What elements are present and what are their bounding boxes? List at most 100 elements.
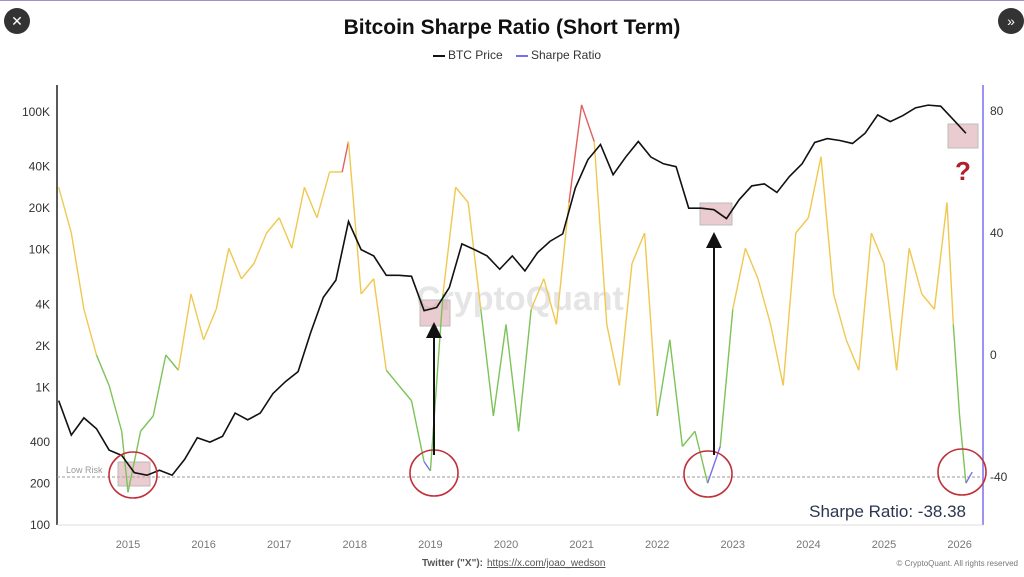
y-left-tick: 1K	[35, 380, 50, 394]
sharpe-segment	[58, 187, 72, 234]
legend: BTC Price Sharpe Ratio	[0, 48, 1024, 62]
sharpe-segment	[467, 202, 482, 310]
sharpe-segment	[908, 248, 923, 295]
sharpe-segment	[820, 156, 835, 295]
highlight-circle	[409, 449, 459, 497]
sharpe-segment	[631, 232, 646, 264]
x-tick: 2025	[872, 539, 896, 551]
sharpe-segment	[165, 354, 179, 371]
sharpe-segment	[228, 247, 243, 280]
close-icon: ✕	[11, 12, 23, 29]
sharpe-segment	[410, 400, 425, 462]
sharpe-segment	[423, 461, 431, 472]
x-tick: 2021	[569, 539, 593, 551]
sharpe-segment	[946, 202, 954, 325]
y-left-tick: 40K	[29, 160, 50, 174]
watermark: CryptoQuant	[416, 280, 624, 318]
sharpe-segment	[177, 293, 192, 371]
sharpe-segment	[278, 217, 293, 249]
x-tick: 2024	[796, 539, 820, 551]
sharpe-segment	[360, 278, 375, 295]
sharpe-segment	[965, 471, 973, 484]
sharpe-segment	[883, 263, 898, 371]
sharpe-segment	[398, 385, 413, 402]
btc-price-line	[57, 104, 967, 477]
x-tick: 2015	[116, 539, 140, 551]
twitter-link[interactable]: https://x.com/joao_wedson	[487, 558, 605, 569]
highlight-box	[699, 202, 733, 226]
x-tick: 2016	[191, 539, 215, 551]
sharpe-segment	[656, 339, 671, 417]
y-left-tick: 10K	[29, 243, 50, 257]
sharpe-segment	[870, 232, 885, 264]
y-left-tick: 2K	[35, 339, 50, 353]
sharpe-segment	[480, 309, 495, 417]
chevron-double-right-icon: »	[1007, 13, 1015, 29]
y-right-tick: -40	[990, 470, 1008, 484]
sharpe-segment	[933, 202, 948, 310]
sharpe-segment	[895, 248, 910, 371]
sharpe-segment	[266, 217, 280, 234]
question-mark: ?	[955, 156, 971, 186]
sharpe-segment	[291, 187, 306, 249]
sharpe-segment	[152, 354, 167, 417]
sharpe-segment	[643, 232, 658, 417]
sharpe-segment	[202, 308, 217, 341]
sharpe-segment	[140, 415, 154, 432]
sharpe-segment	[70, 232, 85, 310]
sharpe-segment	[253, 232, 268, 264]
sharpe-segment	[832, 293, 847, 340]
legend-swatch-price	[432, 54, 445, 57]
sharpe-segment	[373, 278, 387, 371]
sharpe-segment	[190, 293, 205, 340]
y-left-tick: 4K	[35, 297, 50, 311]
sharpe-segment	[543, 278, 558, 325]
sharpe-segment	[347, 141, 362, 295]
close-button[interactable]: ✕	[4, 8, 30, 34]
y-left-tick: 20K	[29, 201, 50, 215]
sharpe-segment	[744, 247, 759, 280]
sharpe-segment	[681, 430, 696, 447]
sharpe-segment	[568, 104, 583, 203]
sharpe-segment	[845, 339, 860, 371]
sharpe-segment	[757, 278, 772, 325]
copyright: © CryptoQuant. All rights reserved	[897, 559, 1019, 568]
current-sharpe-label: Sharpe Ratio: -38.38	[809, 502, 966, 521]
low-risk-label: Low Risk	[66, 465, 103, 475]
sharpe-segment	[858, 232, 873, 371]
highlight-box	[947, 123, 979, 149]
sharpe-segment	[121, 431, 129, 493]
sharpe-segment	[442, 187, 457, 295]
x-tick: 2020	[494, 539, 518, 551]
legend-swatch-sharpe	[515, 54, 528, 57]
sharpe-segment	[782, 232, 797, 386]
x-tick: 2017	[267, 539, 291, 551]
next-button[interactable]: »	[998, 8, 1024, 34]
sharpe-segment	[83, 309, 98, 356]
highlight-circle	[108, 451, 158, 499]
x-tick: 2022	[645, 539, 669, 551]
x-tick: 2019	[418, 539, 442, 551]
top-border	[0, 0, 1024, 1]
y-left-tick: 100	[30, 518, 50, 532]
sharpe-segment	[807, 156, 822, 218]
sharpe-segment	[669, 339, 684, 447]
legend-sharpe: Sharpe Ratio	[530, 48, 602, 62]
sharpe-segment	[530, 278, 545, 310]
sharpe-segment	[240, 263, 255, 280]
sharpe-segment	[593, 141, 608, 325]
y-left-tick: 400	[30, 435, 50, 449]
highlight-box	[419, 299, 451, 327]
sharpe-segment	[341, 141, 350, 173]
sharpe-segment	[694, 431, 709, 484]
chart-title: Bitcoin Sharpe Ratio (Short Term)	[343, 16, 681, 39]
highlight-circle	[683, 450, 733, 498]
highlight-circle	[937, 448, 987, 496]
sharpe-segment	[795, 217, 809, 234]
sharpe-segment	[732, 248, 747, 310]
sharpe-segment	[505, 324, 520, 432]
sharpe-segment	[769, 324, 784, 386]
sharpe-segment	[127, 431, 142, 493]
sharpe-segment	[618, 263, 633, 386]
